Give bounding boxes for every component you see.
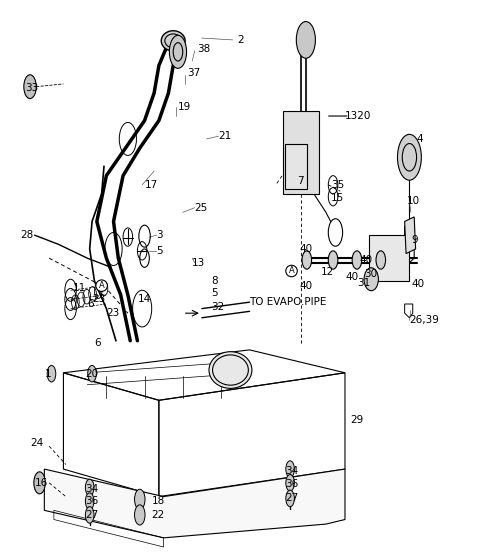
Text: 24: 24 <box>30 439 43 448</box>
Circle shape <box>169 35 187 69</box>
Circle shape <box>47 366 56 382</box>
Circle shape <box>328 251 338 269</box>
Polygon shape <box>44 469 345 538</box>
Circle shape <box>134 505 145 525</box>
Text: 35: 35 <box>331 180 344 190</box>
Text: 6: 6 <box>87 299 94 309</box>
Text: 18: 18 <box>152 496 165 506</box>
Ellipse shape <box>364 268 378 291</box>
Ellipse shape <box>161 31 185 51</box>
Text: 27: 27 <box>285 493 299 503</box>
Circle shape <box>296 22 315 58</box>
Text: 7: 7 <box>297 176 304 186</box>
Text: 28: 28 <box>21 230 34 240</box>
Text: 1320: 1320 <box>345 111 372 121</box>
Text: 14: 14 <box>137 294 151 304</box>
Text: 1: 1 <box>44 369 51 379</box>
Text: 22: 22 <box>152 510 165 520</box>
Text: 38: 38 <box>197 44 210 54</box>
Text: 34: 34 <box>85 484 98 494</box>
Text: 10: 10 <box>407 196 420 206</box>
Circle shape <box>85 493 94 509</box>
Text: 40: 40 <box>412 279 425 289</box>
Text: 3: 3 <box>156 230 163 240</box>
Circle shape <box>286 490 294 507</box>
Text: A: A <box>288 267 294 275</box>
FancyBboxPatch shape <box>285 144 307 189</box>
Circle shape <box>134 489 145 509</box>
Circle shape <box>24 75 36 98</box>
Circle shape <box>286 461 294 477</box>
Text: 19: 19 <box>178 102 191 112</box>
Text: 40: 40 <box>360 255 372 265</box>
Text: 6: 6 <box>95 338 101 348</box>
Text: 29: 29 <box>350 415 363 425</box>
Text: 17: 17 <box>144 180 158 190</box>
Text: 31: 31 <box>357 278 370 288</box>
Text: 9: 9 <box>412 235 419 245</box>
Text: 26,39: 26,39 <box>409 315 439 325</box>
Circle shape <box>352 251 362 269</box>
Circle shape <box>85 479 94 495</box>
Text: 2: 2 <box>238 35 244 45</box>
Text: TO EVAPO.PIPE: TO EVAPO.PIPE <box>250 297 327 307</box>
Text: 25: 25 <box>195 203 208 213</box>
Text: 37: 37 <box>188 68 201 78</box>
Text: 11: 11 <box>73 283 86 293</box>
Text: 13: 13 <box>192 258 205 268</box>
Text: 4: 4 <box>417 134 423 144</box>
Text: 5: 5 <box>211 288 218 298</box>
Circle shape <box>88 366 96 382</box>
Circle shape <box>34 472 45 494</box>
Text: 40: 40 <box>300 244 313 254</box>
Circle shape <box>397 134 421 180</box>
Circle shape <box>376 251 385 269</box>
Text: 16: 16 <box>35 478 48 488</box>
Circle shape <box>302 251 312 269</box>
Text: 36: 36 <box>85 496 98 506</box>
Text: 21: 21 <box>218 131 232 141</box>
Text: 34: 34 <box>285 466 299 476</box>
Text: 30: 30 <box>364 269 377 279</box>
Text: 12: 12 <box>321 267 335 277</box>
Text: 23: 23 <box>107 308 120 318</box>
Text: 40: 40 <box>300 281 313 291</box>
Text: 36: 36 <box>285 479 299 489</box>
Text: 40: 40 <box>345 273 358 283</box>
FancyBboxPatch shape <box>283 112 319 194</box>
Text: 32: 32 <box>211 302 225 312</box>
Text: 20: 20 <box>85 369 98 379</box>
FancyBboxPatch shape <box>369 235 409 281</box>
Polygon shape <box>405 217 416 254</box>
Circle shape <box>85 507 94 523</box>
Circle shape <box>286 474 294 491</box>
Text: 27: 27 <box>85 510 98 520</box>
Text: 8: 8 <box>211 276 218 286</box>
Text: 5: 5 <box>156 246 163 256</box>
Ellipse shape <box>209 352 252 388</box>
Text: 15: 15 <box>331 192 344 202</box>
Text: A: A <box>99 281 105 290</box>
Circle shape <box>328 219 343 246</box>
Text: 33: 33 <box>25 82 38 92</box>
Text: 23: 23 <box>92 294 105 304</box>
